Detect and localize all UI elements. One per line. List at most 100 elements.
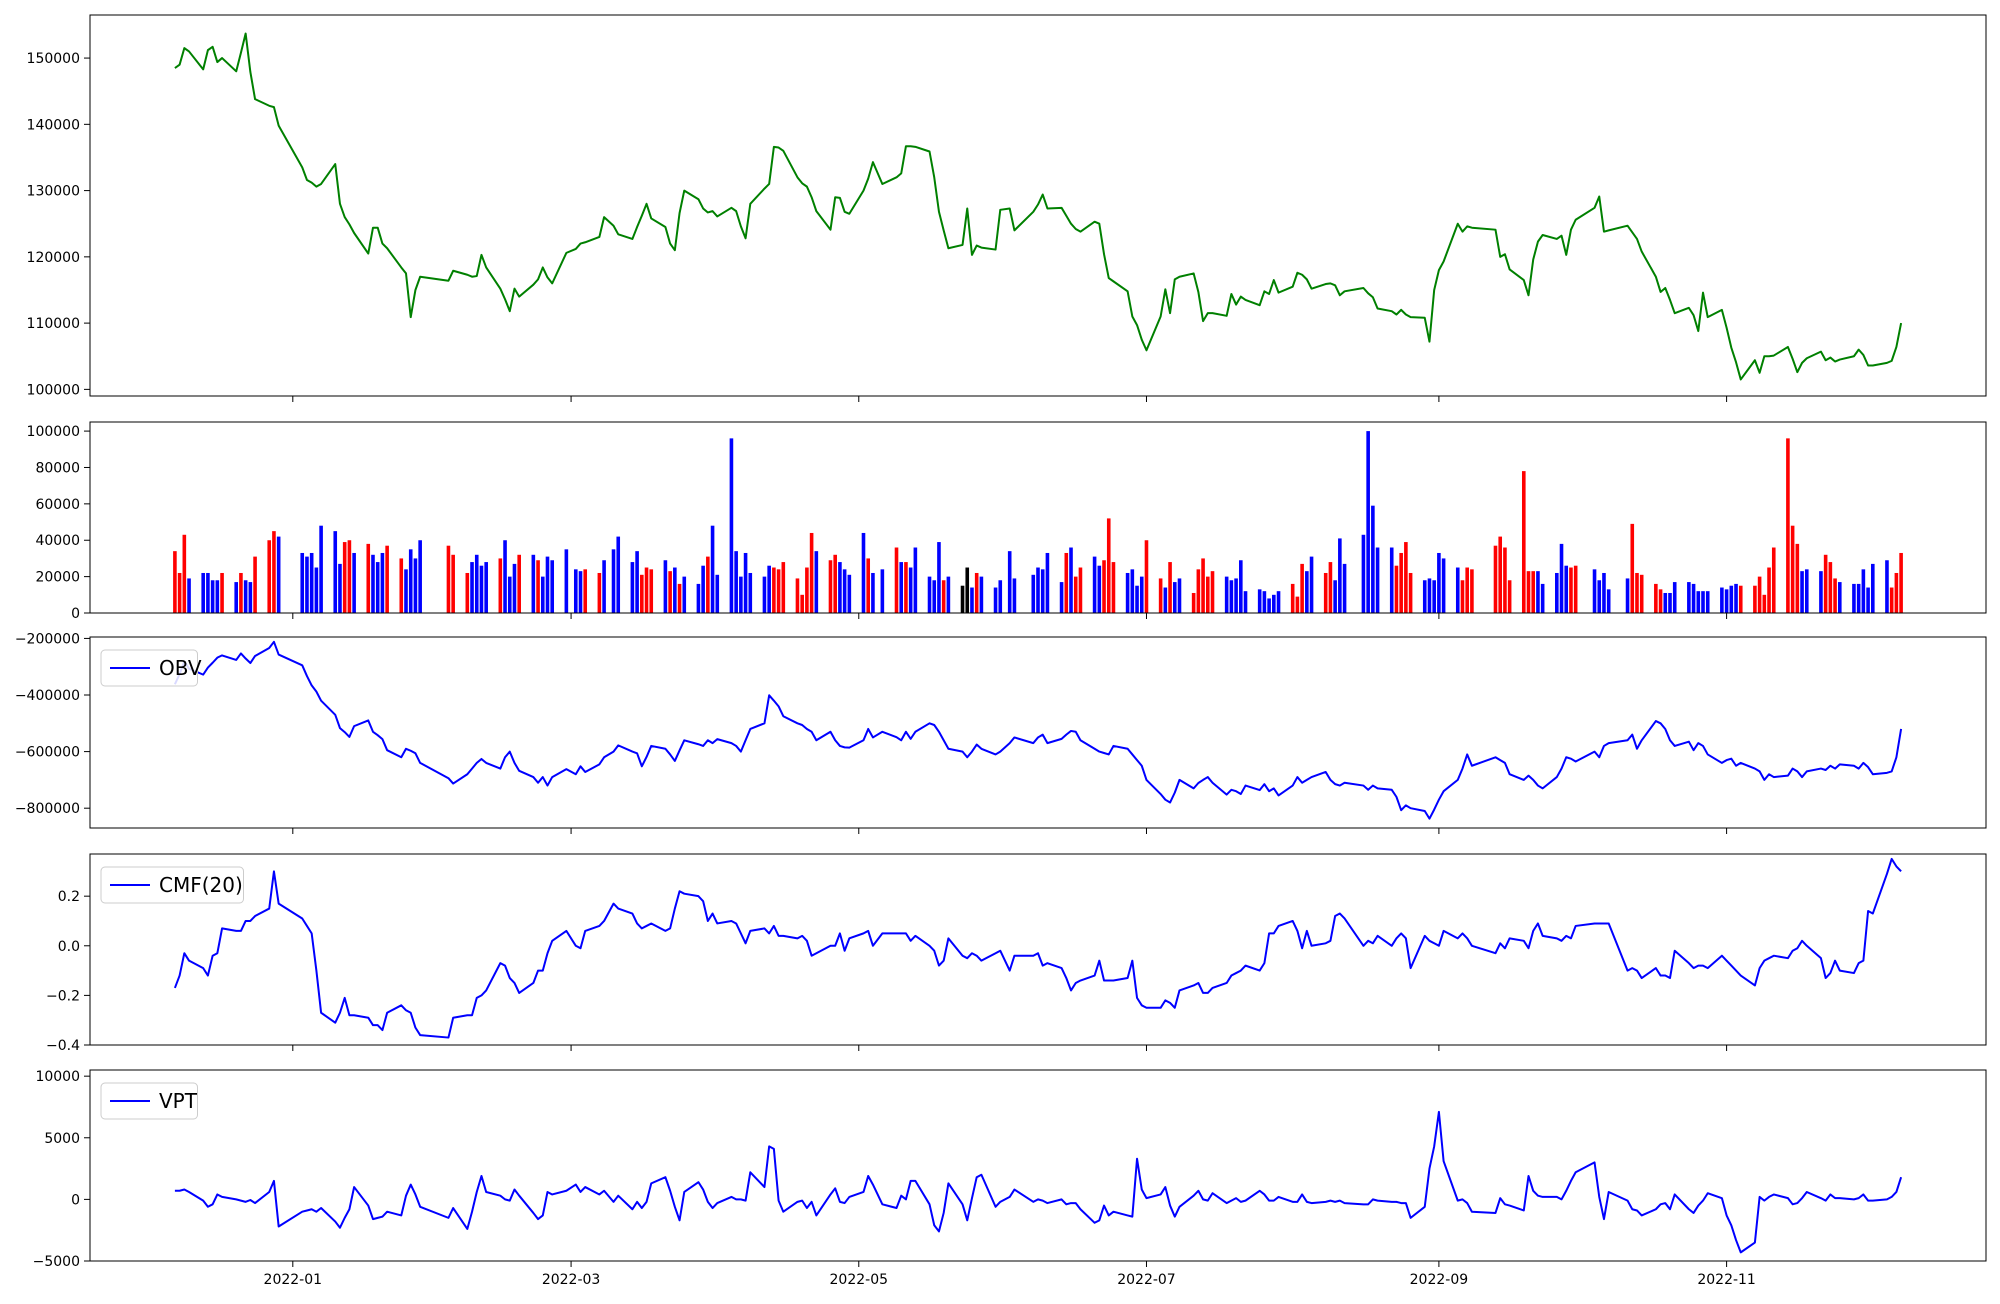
volume-bar <box>1823 554 1828 613</box>
volume-bar <box>1498 536 1503 613</box>
volume-bar <box>1672 582 1677 613</box>
volume-bar <box>314 567 319 613</box>
volume-bar <box>1064 552 1069 613</box>
panel-4: −0.4 −0.2 0.0 0.2 CMF(20) <box>46 853 1987 1054</box>
volume-bar <box>564 549 569 613</box>
volume-bar <box>1069 547 1073 613</box>
volume-bar <box>1045 552 1050 613</box>
volume-bar <box>1177 578 1182 613</box>
volume-bar <box>748 572 753 613</box>
volume-bar <box>1597 580 1602 613</box>
volume-bar <box>904 562 908 613</box>
volume-bar <box>451 554 455 613</box>
x-tick-label: 2022-05 <box>830 1272 889 1288</box>
y-tick-label: −600000 <box>15 745 80 761</box>
volume-bar <box>871 572 875 613</box>
volume-bar <box>1540 583 1545 613</box>
volume-bar <box>1437 552 1441 613</box>
volume-bar <box>1705 591 1710 613</box>
volume-bar <box>1559 543 1564 613</box>
volume-bar <box>578 571 583 613</box>
volume-bar <box>1470 569 1474 613</box>
volume-bar <box>550 560 555 613</box>
panel-3: −800000 −600000 −400000 −200000 OBV <box>15 631 1987 834</box>
volume-bar <box>1040 569 1045 613</box>
volume-bar <box>1889 587 1894 613</box>
volume-bar <box>385 545 389 613</box>
volume-bar <box>1272 594 1276 613</box>
y-tick-label: 0 <box>71 1192 80 1208</box>
volume-bar <box>1625 578 1630 613</box>
x-tick-label: 2022-09 <box>1410 1272 1469 1288</box>
volume-bar <box>1366 431 1370 613</box>
volume-bar <box>1441 558 1446 613</box>
volume-bar <box>965 567 970 613</box>
volume-bar <box>1257 589 1262 613</box>
volume-bar <box>248 582 253 613</box>
volume-bar <box>1106 518 1111 613</box>
y-tick-label: 40000 <box>35 533 80 549</box>
volume-bar <box>1757 576 1762 613</box>
volume-bar <box>253 556 257 613</box>
volume-bar <box>1007 551 1012 613</box>
panel-frame <box>89 1069 1987 1262</box>
volume-bar <box>979 576 984 613</box>
volume-bar <box>805 567 809 613</box>
volume-bar <box>894 547 899 613</box>
volume-bar <box>847 574 852 613</box>
volume-bar <box>215 580 220 613</box>
volume-bar <box>399 558 404 613</box>
volume-bar <box>1828 562 1833 613</box>
volume-bar <box>1229 580 1234 613</box>
volume-bar <box>234 582 239 613</box>
volume-bar <box>597 572 602 613</box>
volume-bar <box>1097 565 1102 613</box>
volume-bar <box>1602 572 1606 613</box>
volume-bar <box>1861 569 1866 613</box>
volume-bar <box>781 562 786 613</box>
volume-bar <box>1059 582 1064 613</box>
volume-bar <box>1125 572 1130 613</box>
y-tick-label: 60000 <box>35 497 80 513</box>
volume-bar <box>1734 583 1738 613</box>
volume-bar <box>1738 585 1743 613</box>
volume-bar <box>1592 569 1597 613</box>
volume-bar <box>762 576 767 613</box>
volume-bar <box>309 552 314 613</box>
volume-bar <box>573 569 578 613</box>
volume-bar <box>1191 592 1196 613</box>
volume-bar <box>644 567 649 613</box>
y-tick-label: 0.0 <box>58 939 80 955</box>
volume-bar <box>734 551 738 613</box>
volume-bar <box>715 574 720 613</box>
volume-bar <box>1168 562 1172 613</box>
volume-bar <box>899 562 904 613</box>
volume-bar <box>1833 578 1837 613</box>
volume-bar <box>1691 583 1696 613</box>
volume-bar <box>710 525 715 613</box>
volume-bar <box>1375 547 1380 613</box>
volume-bar <box>1262 591 1267 613</box>
volume-bar <box>1696 591 1701 613</box>
volume-bar <box>243 580 248 613</box>
volume-bar <box>701 565 705 613</box>
volume-bar <box>630 562 635 613</box>
volume-bar <box>366 543 371 613</box>
y-tick-label: 130000 <box>27 184 80 200</box>
volume-bar <box>1243 591 1248 613</box>
series-line-vpt <box>174 1110 1903 1254</box>
volume-bar <box>913 547 918 613</box>
volume-bar <box>946 576 951 613</box>
volume-bar <box>960 585 965 613</box>
volume-bar <box>1371 505 1375 613</box>
volume-bar <box>1856 583 1861 613</box>
volume-bar <box>1328 562 1333 613</box>
volume-bar <box>861 532 866 613</box>
volume-bar <box>776 569 781 613</box>
volume-bar <box>937 542 941 613</box>
volume-bar <box>465 572 470 613</box>
volume-bar <box>300 552 305 613</box>
legend: VPT <box>100 1082 198 1120</box>
volume-bar <box>743 552 748 613</box>
volume-bar <box>1658 589 1663 613</box>
